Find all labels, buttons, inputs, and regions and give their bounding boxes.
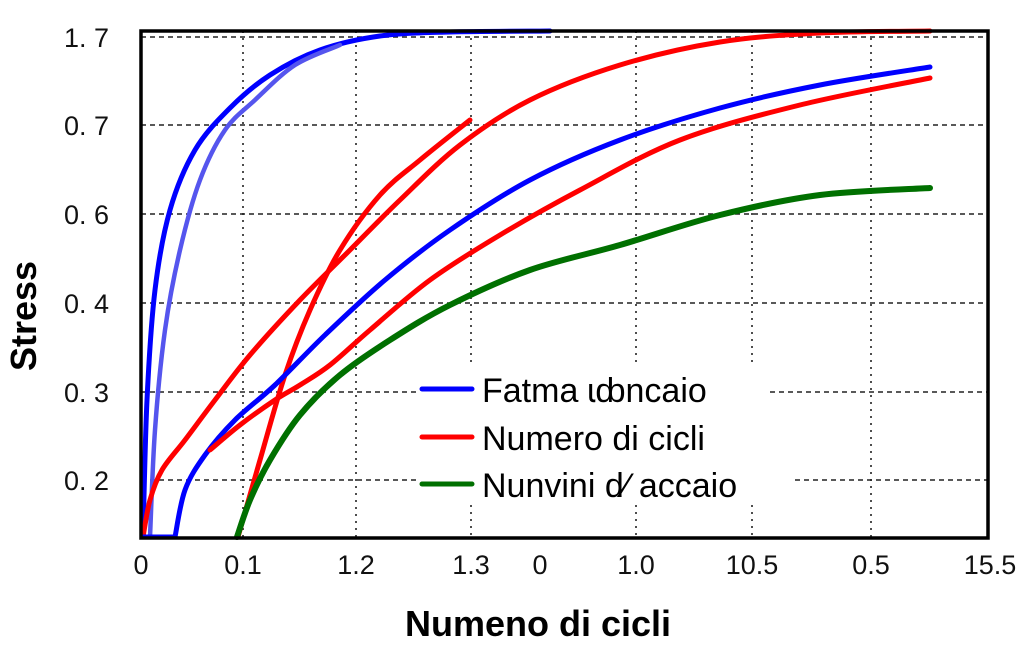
curve-3 xyxy=(235,117,473,540)
y-axis-ticks: 1. 7 0. 7 0. 6 0. 4 0. 3 0. 2 xyxy=(64,23,109,496)
curve-0 xyxy=(140,28,553,540)
y-tick-label: 0. 7 xyxy=(64,111,109,141)
curve-6 xyxy=(234,185,933,540)
legend: Fatma ɩȸncaio Numero di cicli Nunvini d⁄… xyxy=(419,372,737,505)
curve-5 xyxy=(207,75,933,453)
legend-item-green: Nunvini d⁄ accaio xyxy=(419,467,737,505)
x-tick-label: 15.5 xyxy=(964,550,1017,580)
legend-label-green: Nunvini d⁄ accaio xyxy=(482,467,737,505)
curve-2 xyxy=(140,28,933,540)
x-axis-title: Numeno di cicli xyxy=(405,603,671,644)
y-tick-label: 0. 4 xyxy=(64,289,109,319)
curve-1 xyxy=(147,42,343,540)
legend-label-blue: Fatma ɩȸncaio xyxy=(482,372,707,410)
x-tick-label: 1.2 xyxy=(337,550,375,580)
legend-label-red: Numero di cicli xyxy=(482,420,705,458)
plot-frame xyxy=(139,29,990,540)
y-tick-label: 0. 2 xyxy=(64,466,109,496)
x-tick-label: 0 xyxy=(133,550,148,580)
x-axis-ticks: 0 0.1 1.2 1.3 0 1.0 10.5 0.5 15.5 xyxy=(133,550,1016,580)
data-curves xyxy=(140,28,933,540)
y-axis-title: Stress xyxy=(3,261,44,371)
legend-item-blue: Fatma ɩȸncaio xyxy=(419,372,707,410)
y-tick-label: 1. 7 xyxy=(64,23,109,53)
x-tick-label: 0.5 xyxy=(852,550,890,580)
x-tick-label: 1.3 xyxy=(452,550,490,580)
x-tick-label: 10.5 xyxy=(726,550,779,580)
y-tick-label: 0. 6 xyxy=(64,200,109,230)
x-tick-label: 0.1 xyxy=(224,550,262,580)
x-tick-label: 1.0 xyxy=(617,550,655,580)
x-tick-label: 0 xyxy=(532,550,547,580)
y-tick-label: 0. 3 xyxy=(64,378,109,408)
legend-item-red: Numero di cicli xyxy=(419,420,705,458)
